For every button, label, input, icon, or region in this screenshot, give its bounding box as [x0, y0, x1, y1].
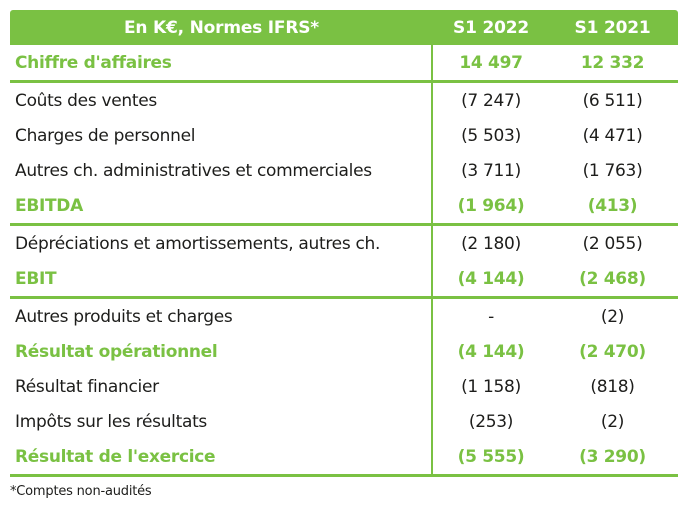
value-s1-2021: (2 055)	[582, 233, 643, 254]
table-row: Coûts des ventes (7 247) (6 511)	[10, 83, 678, 118]
value-s1-2022: (4 144)	[457, 341, 525, 362]
header-col-s1-2022: S1 2022	[453, 17, 529, 38]
row-label: Résultat de l'exercice	[10, 439, 433, 474]
value-s1-2022: 14 497	[459, 52, 523, 73]
value-s1-2022: (3 711)	[461, 160, 521, 181]
financial-results-table: En K€, Normes IFRS* S1 2022 S1 2021 Chif…	[10, 10, 678, 499]
header-col-s1-2021: S1 2021	[574, 17, 651, 38]
value-s1-2021: (4 471)	[582, 125, 643, 146]
value-s1-2022: (5 555)	[457, 446, 525, 467]
table-row: Résultat de l'exercice (5 555) (3 290)	[10, 439, 678, 477]
value-s1-2022: (2 180)	[461, 233, 521, 254]
row-label: Autres produits et charges	[10, 299, 433, 334]
value-s1-2021: (2 470)	[579, 341, 646, 362]
value-s1-2022: (253)	[468, 411, 514, 432]
value-s1-2021: 12 332	[580, 52, 645, 73]
value-s1-2021: (6 511)	[582, 90, 643, 111]
value-s1-2021: (3 290)	[579, 446, 646, 467]
row-label: Chiffre d'affaires	[10, 45, 433, 80]
row-label: Résultat opérationnel	[10, 334, 433, 369]
value-s1-2022: -	[488, 306, 494, 327]
table-row: Charges de personnel (5 503) (4 471)	[10, 118, 678, 153]
row-label: Impôts sur les résultats	[10, 404, 433, 439]
value-s1-2021: (2)	[600, 411, 625, 432]
value-s1-2022: (5 503)	[461, 125, 521, 146]
value-s1-2021: (2 468)	[579, 268, 646, 289]
table-row: Chiffre d'affaires 14 497 12 332	[10, 45, 678, 83]
value-s1-2022: (1 158)	[461, 376, 521, 397]
value-s1-2022: (7 247)	[461, 90, 521, 111]
table-row: EBIT (4 144) (2 468)	[10, 261, 678, 299]
value-s1-2021: (1 763)	[582, 160, 643, 181]
row-label: Dépréciations et amortissements, autres …	[10, 226, 433, 261]
header-metric-label: En K€, Normes IFRS*	[124, 17, 319, 38]
table-row: Impôts sur les résultats (253) (2)	[10, 404, 678, 439]
table-row: Autres produits et charges - (2)	[10, 299, 678, 334]
table-row: Résultat financier (1 158) (818)	[10, 369, 678, 404]
value-s1-2021: (413)	[587, 195, 638, 216]
table-row: Dépréciations et amortissements, autres …	[10, 226, 678, 261]
row-label: Charges de personnel	[10, 118, 433, 153]
value-s1-2021: (2)	[600, 306, 625, 327]
row-label: Autres ch. administratives et commercial…	[10, 153, 433, 188]
table-row: Résultat opérationnel (4 144) (2 470)	[10, 334, 678, 369]
row-label: Résultat financier	[10, 369, 433, 404]
row-label: EBITDA	[10, 188, 433, 223]
footnote: *Comptes non-audités	[10, 484, 152, 499]
value-s1-2022: (4 144)	[457, 268, 525, 289]
value-s1-2021: (818)	[590, 376, 635, 397]
table-header-row: En K€, Normes IFRS* S1 2022 S1 2021	[10, 10, 678, 45]
table-body: Chiffre d'affaires 14 497 12 332 Coûts d…	[10, 45, 678, 477]
table-row: Autres ch. administratives et commercial…	[10, 153, 678, 188]
table-row: EBITDA (1 964) (413)	[10, 188, 678, 226]
value-s1-2022: (1 964)	[457, 195, 525, 216]
row-label: EBIT	[10, 261, 433, 296]
row-label: Coûts des ventes	[10, 83, 433, 118]
